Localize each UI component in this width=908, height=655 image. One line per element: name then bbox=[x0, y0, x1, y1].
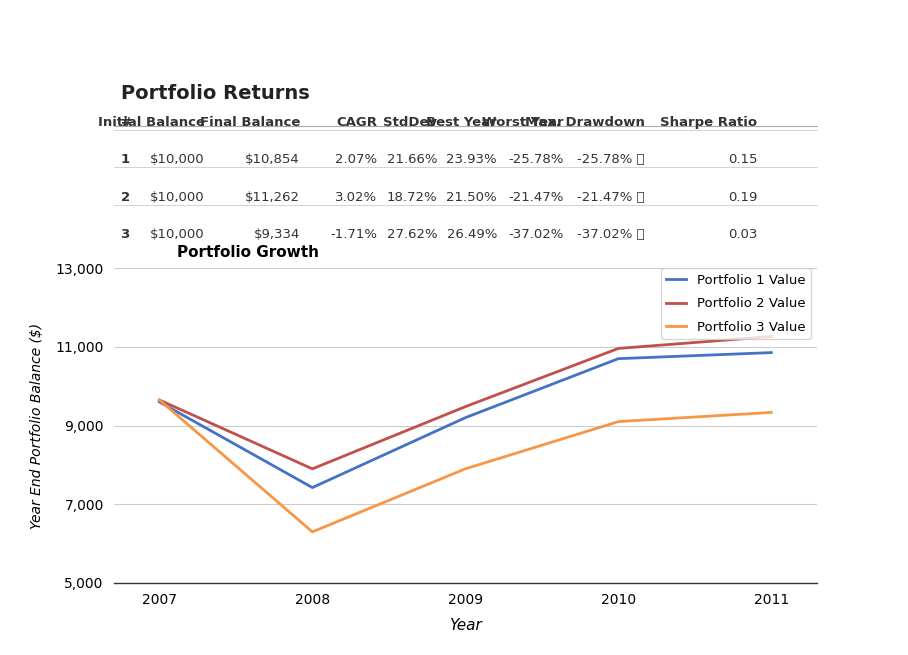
Portfolio 3 Value bbox=[154, 396, 165, 404]
Text: -25.78%: -25.78% bbox=[508, 153, 564, 166]
Text: Portfolio Returns: Portfolio Returns bbox=[121, 84, 310, 103]
X-axis label: Year: Year bbox=[449, 618, 482, 633]
Text: Max. Drawdown: Max. Drawdown bbox=[525, 116, 645, 129]
Portfolio 2 Value bbox=[613, 345, 624, 352]
Text: Initial Balance: Initial Balance bbox=[98, 116, 205, 129]
Portfolio 2 Value bbox=[460, 403, 471, 411]
Portfolio 1 Value bbox=[613, 355, 624, 363]
Text: $10,854: $10,854 bbox=[245, 153, 300, 166]
Text: Portfolio Growth: Portfolio Growth bbox=[177, 245, 319, 260]
Text: 23.93%: 23.93% bbox=[447, 153, 497, 166]
Portfolio 1 Value bbox=[765, 348, 776, 356]
Line: Portfolio 1 Value: Portfolio 1 Value bbox=[160, 352, 771, 487]
Text: -37.02% ⓘ: -37.02% ⓘ bbox=[577, 229, 645, 241]
Text: Sharpe Ratio: Sharpe Ratio bbox=[660, 116, 757, 129]
Text: 21.66%: 21.66% bbox=[387, 153, 438, 166]
Text: 0.03: 0.03 bbox=[728, 229, 757, 241]
Text: -37.02%: -37.02% bbox=[508, 229, 564, 241]
Text: Worst Year: Worst Year bbox=[482, 116, 564, 129]
Y-axis label: Year End Portfolio Balance ($): Year End Portfolio Balance ($) bbox=[30, 322, 44, 529]
Text: 27.62%: 27.62% bbox=[387, 229, 438, 241]
Text: 2: 2 bbox=[121, 191, 130, 204]
Portfolio 3 Value bbox=[765, 409, 776, 417]
Text: 2.07%: 2.07% bbox=[335, 153, 378, 166]
Portfolio 1 Value bbox=[460, 414, 471, 422]
Text: 3: 3 bbox=[121, 229, 130, 241]
Portfolio 3 Value bbox=[307, 528, 318, 536]
Line: Portfolio 3 Value: Portfolio 3 Value bbox=[160, 400, 771, 532]
Portfolio 2 Value bbox=[307, 465, 318, 473]
Text: 18.72%: 18.72% bbox=[387, 191, 438, 204]
Portfolio 1 Value bbox=[307, 483, 318, 491]
Portfolio 3 Value bbox=[460, 465, 471, 473]
Text: $11,262: $11,262 bbox=[245, 191, 300, 204]
Text: 0.15: 0.15 bbox=[728, 153, 757, 166]
Text: -25.78% ⓘ: -25.78% ⓘ bbox=[577, 153, 645, 166]
Text: Best Year: Best Year bbox=[426, 116, 497, 129]
Text: -1.71%: -1.71% bbox=[331, 229, 378, 241]
Portfolio 1 Value bbox=[154, 398, 165, 406]
Text: -21.47% ⓘ: -21.47% ⓘ bbox=[577, 191, 645, 204]
Text: $10,000: $10,000 bbox=[151, 153, 205, 166]
Legend: Portfolio 1 Value, Portfolio 2 Value, Portfolio 3 Value: Portfolio 1 Value, Portfolio 2 Value, Po… bbox=[661, 269, 811, 339]
Text: CAGR: CAGR bbox=[336, 116, 378, 129]
Portfolio 3 Value bbox=[613, 418, 624, 426]
Portfolio 2 Value bbox=[154, 396, 165, 404]
Text: #: # bbox=[121, 116, 132, 129]
Text: 26.49%: 26.49% bbox=[447, 229, 497, 241]
Text: 1: 1 bbox=[121, 153, 130, 166]
Text: $9,334: $9,334 bbox=[253, 229, 300, 241]
Text: $10,000: $10,000 bbox=[151, 191, 205, 204]
Text: StdDev: StdDev bbox=[383, 116, 438, 129]
Text: 0.19: 0.19 bbox=[728, 191, 757, 204]
Text: 21.50%: 21.50% bbox=[447, 191, 497, 204]
Text: Final Balance: Final Balance bbox=[200, 116, 300, 129]
Text: -21.47%: -21.47% bbox=[508, 191, 564, 204]
Portfolio 2 Value bbox=[765, 333, 776, 341]
Text: $10,000: $10,000 bbox=[151, 229, 205, 241]
Line: Portfolio 2 Value: Portfolio 2 Value bbox=[160, 337, 771, 469]
Text: 3.02%: 3.02% bbox=[335, 191, 378, 204]
